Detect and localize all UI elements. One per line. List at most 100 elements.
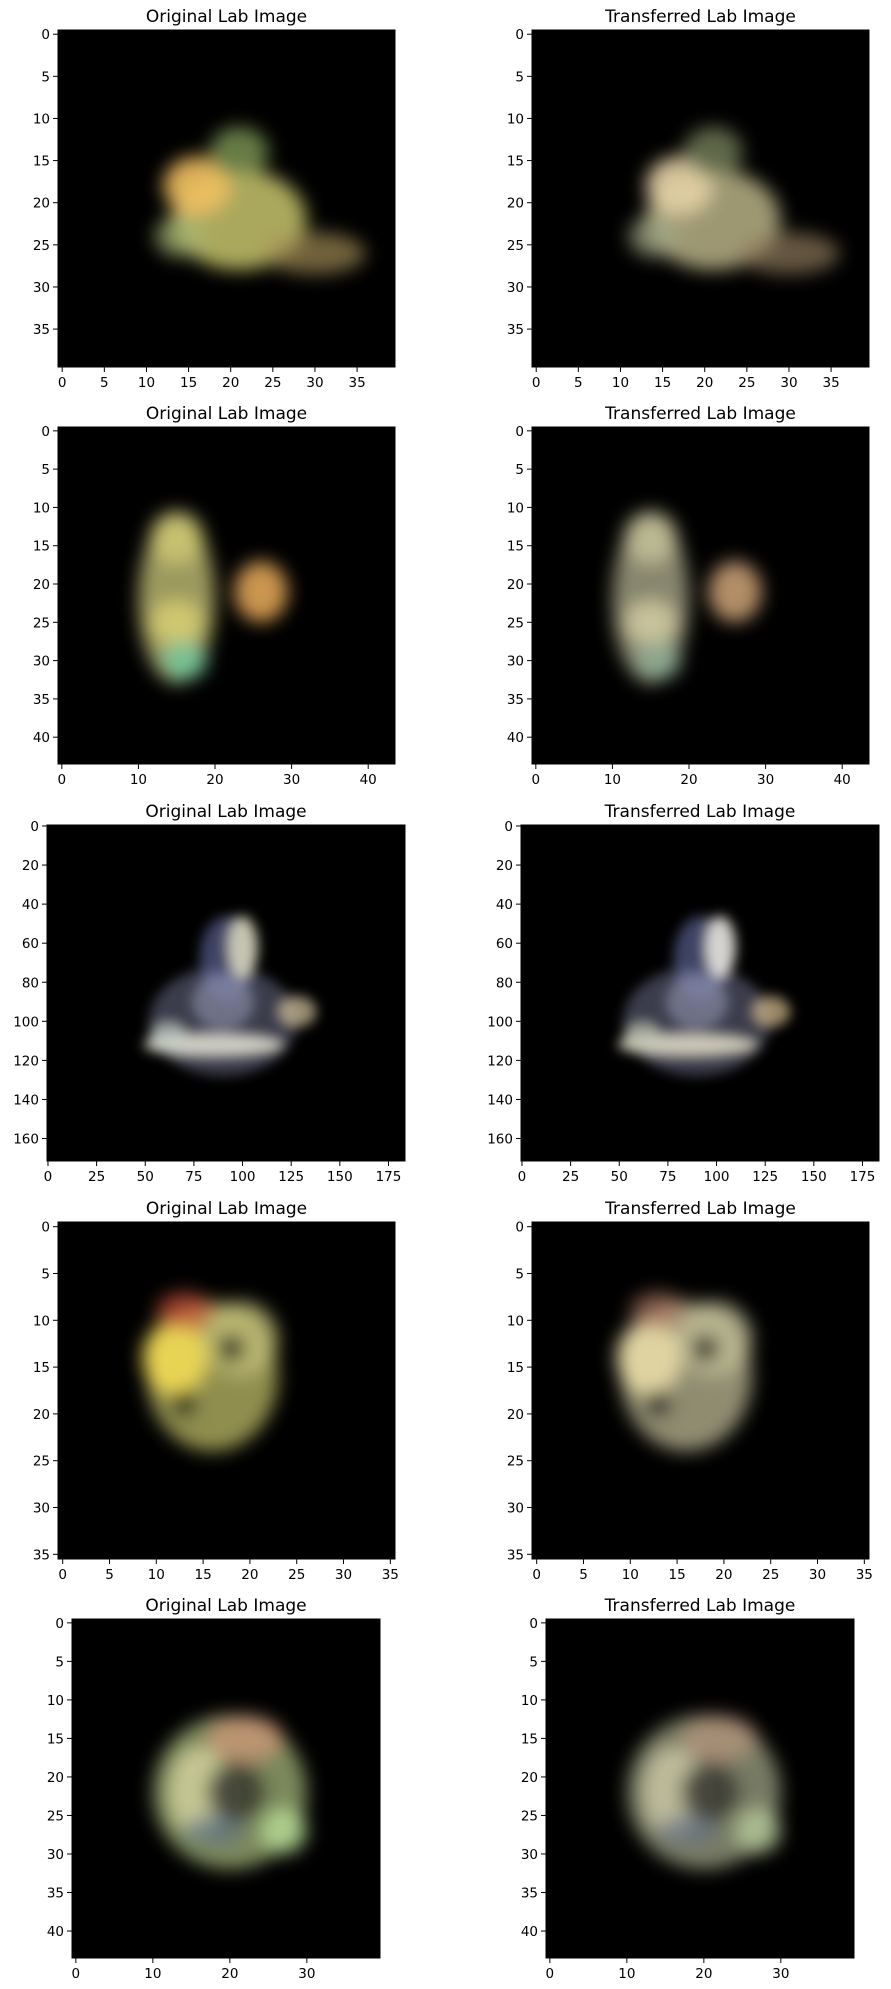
y-tick-label: 25 xyxy=(33,1454,50,1470)
axes-frame xyxy=(46,824,406,1162)
blob-5 xyxy=(234,561,288,623)
panel-title: Original Lab Image xyxy=(146,1199,307,1219)
y-tick-label: 80 xyxy=(496,975,513,991)
image-content xyxy=(152,1715,307,1870)
y-tick-label: 15 xyxy=(507,154,524,170)
x-tick-label: 35 xyxy=(822,375,839,391)
image-area xyxy=(58,427,395,764)
x-tick-label: 10 xyxy=(148,1567,165,1583)
y-tick-label: 5 xyxy=(41,1266,50,1282)
y-tick-label: 10 xyxy=(33,500,50,516)
y-tick-label: 35 xyxy=(33,692,50,708)
y-tick-label: 100 xyxy=(487,1014,513,1030)
x-tick-label: 35 xyxy=(348,375,365,391)
x-tick-label: 20 xyxy=(695,1966,712,1982)
y-tick-label: 100 xyxy=(13,1014,39,1030)
y-tick-label: 60 xyxy=(22,936,39,952)
y-tick-label: 60 xyxy=(496,936,513,952)
blob-6 xyxy=(149,1021,189,1053)
x-tick-label: 50 xyxy=(137,1169,154,1185)
blob-2 xyxy=(142,1320,208,1396)
blob-3 xyxy=(704,915,736,979)
image-content xyxy=(616,1292,752,1452)
y-tick-label: 10 xyxy=(507,111,524,127)
x-tick-label: 0 xyxy=(58,772,67,788)
panel-title: Original Lab Image xyxy=(146,404,307,424)
panel-title: Transferred Lab Image xyxy=(604,1596,796,1616)
blob-5 xyxy=(734,1807,781,1854)
x-tick-label: 25 xyxy=(88,1169,105,1185)
axes-frame xyxy=(71,1618,381,1959)
image-content xyxy=(612,511,762,684)
y-tick-label: 40 xyxy=(22,897,39,913)
blob-7 xyxy=(191,974,255,1030)
x-tick-label: 125 xyxy=(278,1169,304,1185)
y-tick-label: 35 xyxy=(47,1886,64,1902)
blob-2 xyxy=(149,511,204,565)
y-tick-label: 25 xyxy=(33,238,50,254)
blob-6 xyxy=(657,1815,720,1847)
panel-2: Transferred Lab Image 0 5 10 15 20 25 30 35 0 5 10 1… xyxy=(507,7,870,391)
y-tick-label: 120 xyxy=(487,1053,513,1069)
y-tick-label: 5 xyxy=(515,69,524,85)
x-tick-label: 5 xyxy=(574,375,583,391)
y-tick-label: 35 xyxy=(507,322,524,338)
y-tick-label: 40 xyxy=(47,1924,64,1940)
y-tick-label: 140 xyxy=(13,1092,39,1108)
blob-5 xyxy=(691,1334,720,1363)
x-tick-label: 0 xyxy=(546,1966,555,1982)
y-tick-label: 5 xyxy=(515,1266,524,1282)
panel-title: Transferred Lab Image xyxy=(604,1199,796,1219)
blob-6 xyxy=(644,1390,673,1419)
x-tick-label: 20 xyxy=(241,1567,258,1583)
y-tick-label: 20 xyxy=(521,1770,538,1786)
x-tick-label: 15 xyxy=(669,1567,686,1583)
y-tick-label: 0 xyxy=(529,1616,538,1632)
y-tick-label: 30 xyxy=(507,280,524,296)
blob-3 xyxy=(623,599,678,646)
x-tick-label: 30 xyxy=(809,1567,826,1583)
x-tick-label: 30 xyxy=(283,772,300,788)
y-tick-label: 15 xyxy=(47,1731,64,1747)
image-content xyxy=(626,1715,781,1870)
x-tick-label: 10 xyxy=(144,1966,161,1982)
blob-7 xyxy=(665,974,729,1030)
blob-4 xyxy=(738,232,840,275)
y-tick-label: 0 xyxy=(41,424,50,440)
panel-4: Transferred Lab Image 0 10 20 30 40 0 5 10 15 20 25… xyxy=(507,404,870,788)
x-tick-label: 125 xyxy=(752,1169,778,1185)
blob-5 xyxy=(277,995,317,1028)
blob-5 xyxy=(708,561,762,623)
x-tick-label: 150 xyxy=(801,1169,827,1185)
blob-3 xyxy=(156,1292,213,1330)
y-tick-label: 30 xyxy=(507,1501,524,1517)
blob-4 xyxy=(680,1761,743,1824)
x-tick-label: 30 xyxy=(306,375,323,391)
y-tick-label: 20 xyxy=(33,196,50,212)
image-content xyxy=(143,915,317,1077)
y-tick-label: 35 xyxy=(33,1547,50,1563)
blob-3 xyxy=(209,126,269,178)
panel-title: Transferred Lab Image xyxy=(604,7,796,27)
panel-7: Original Lab Image 0 5 10 15 20 25 30 35 0 5 10 15 20… xyxy=(33,1199,399,1583)
blob-6 xyxy=(623,1021,663,1053)
panel-title: Original Lab Image xyxy=(146,7,307,27)
y-tick-label: 10 xyxy=(33,1313,50,1329)
image-content xyxy=(154,126,366,275)
x-tick-label: 30 xyxy=(335,1567,352,1583)
x-tick-label: 75 xyxy=(659,1169,676,1185)
blob-3 xyxy=(226,915,259,979)
y-tick-label: 30 xyxy=(33,654,50,670)
y-tick-label: 30 xyxy=(47,1847,64,1863)
x-tick-label: 100 xyxy=(704,1169,730,1185)
x-tick-label: 10 xyxy=(618,1966,635,1982)
y-tick-label: 25 xyxy=(507,615,524,631)
x-tick-label: 175 xyxy=(850,1169,876,1185)
panel-title: Original Lab Image xyxy=(145,1596,306,1616)
x-tick-label: 0 xyxy=(532,772,541,788)
x-tick-label: 30 xyxy=(298,1966,315,1982)
panel-10: Transferred Lab Image 0 10 20 30 0 5 10 15 20 25 30… xyxy=(521,1596,855,1982)
image-content xyxy=(628,126,840,275)
y-tick-label: 20 xyxy=(507,577,524,593)
blob-5 xyxy=(217,1334,246,1363)
